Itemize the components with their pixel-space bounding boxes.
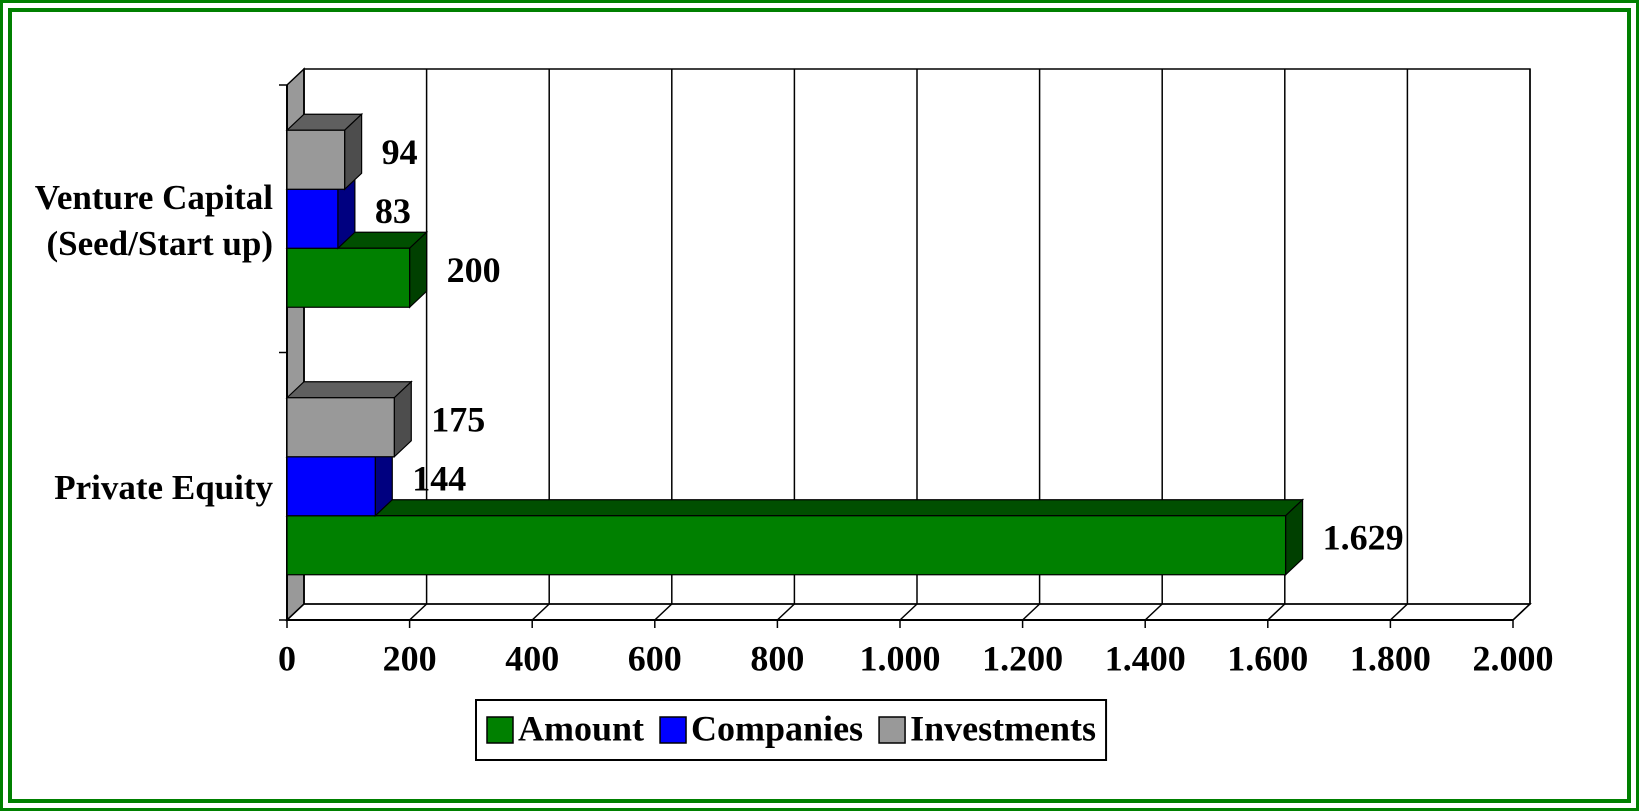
bar bbox=[286, 456, 376, 517]
x-tick-label: 1.800 bbox=[1350, 638, 1431, 678]
floor-grid-line bbox=[1389, 603, 1408, 621]
bar bbox=[286, 247, 411, 308]
legend-box bbox=[475, 699, 1108, 761]
value-label: 144 bbox=[412, 459, 466, 499]
x-tick-label: 600 bbox=[628, 638, 682, 678]
x-tick-label: 800 bbox=[750, 638, 804, 678]
value-label: 1.629 bbox=[1323, 518, 1404, 558]
bar bbox=[286, 188, 339, 249]
x-tick-label: 2.000 bbox=[1473, 638, 1554, 678]
legend-swatch bbox=[659, 716, 687, 744]
legend-swatch bbox=[486, 716, 514, 744]
floor-grid-line bbox=[899, 603, 918, 621]
bar-top bbox=[285, 381, 413, 399]
bar-top bbox=[285, 499, 1305, 517]
value-label: 175 bbox=[431, 400, 485, 440]
value-label: 94 bbox=[382, 132, 418, 172]
floor-grid-line bbox=[654, 603, 673, 621]
x-tick-label: 200 bbox=[383, 638, 437, 678]
legend-label: Investments bbox=[910, 708, 1096, 748]
floor-grid-line bbox=[776, 603, 795, 621]
legend-label: Amount bbox=[518, 708, 644, 748]
value-label: 200 bbox=[447, 250, 501, 290]
floor-grid-line bbox=[1512, 603, 1531, 621]
floor-grid-line bbox=[531, 603, 550, 621]
bar bbox=[286, 129, 346, 190]
bar bbox=[286, 397, 395, 458]
y-tick-label: Private Equity bbox=[54, 468, 273, 508]
legend-label: Companies bbox=[691, 708, 863, 748]
y-tick-label: Venture Capital (Seed/Start up) bbox=[34, 177, 273, 263]
x-tick-label: 1.200 bbox=[982, 638, 1063, 678]
value-label: 83 bbox=[375, 191, 411, 231]
x-tick-label: 1.600 bbox=[1227, 638, 1308, 678]
x-tick-label: 1.000 bbox=[860, 638, 941, 678]
x-tick-label: 1.400 bbox=[1105, 638, 1186, 678]
x-tick-label: 0 bbox=[278, 638, 296, 678]
floor-grid-line bbox=[1022, 603, 1041, 621]
floor-grid-line bbox=[286, 603, 305, 621]
inner-border bbox=[8, 8, 1631, 803]
bar bbox=[286, 515, 1287, 576]
floor-grid-line bbox=[1267, 603, 1286, 621]
floor-grid-line bbox=[1144, 603, 1163, 621]
floor-grid-line bbox=[409, 603, 428, 621]
x-tick-label: 400 bbox=[505, 638, 559, 678]
legend-swatch bbox=[878, 716, 906, 744]
